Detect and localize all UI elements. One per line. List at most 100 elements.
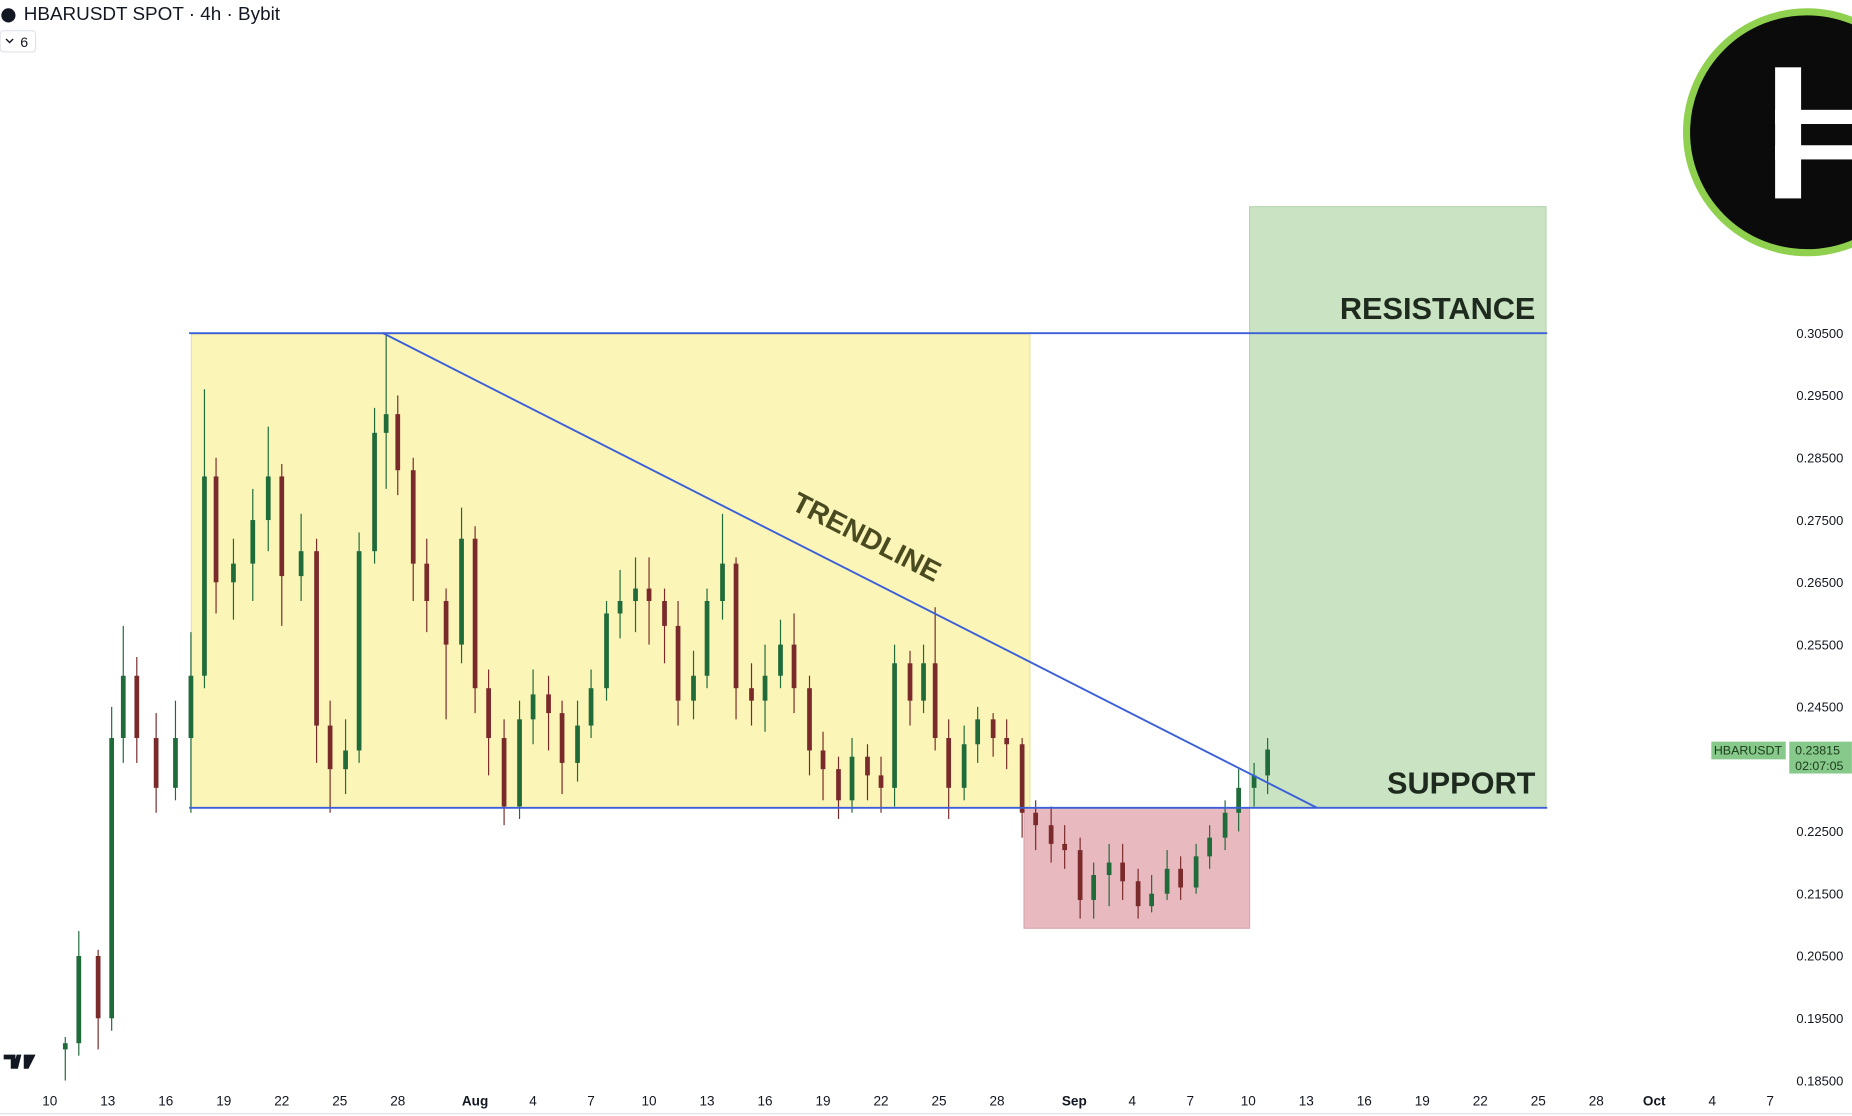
candle-body (530, 694, 536, 720)
candle-body (733, 563, 739, 689)
candle-body (410, 470, 416, 564)
y-tick-label: 0.24500 (1796, 700, 1843, 715)
x-tick-label: 13 (699, 1093, 714, 1108)
candle-body (575, 725, 580, 763)
x-tick-label: 7 (1187, 1093, 1195, 1108)
candle-body (1019, 744, 1025, 813)
candle-body (907, 663, 913, 701)
candle-body (762, 675, 768, 701)
candle-body (975, 719, 981, 745)
y-tick-label: 0.20500 (1796, 949, 1843, 964)
candle-body (675, 625, 681, 701)
indicator-toggle[interactable] (0, 30, 37, 53)
x-tick-label: 4 (1129, 1093, 1137, 1108)
candle-body (1062, 843, 1068, 851)
logo (1683, 8, 1852, 257)
x-tick-label: 10 (1241, 1093, 1257, 1108)
last-price-label: 0.23815 (1795, 744, 1840, 758)
candle-body (213, 476, 219, 583)
candle-body (1091, 875, 1097, 900)
price-tag: HBARUSDT 0.23815 02:07:05 (1711, 741, 1852, 774)
candle-body (76, 955, 82, 1044)
candle-body (1077, 850, 1083, 900)
candle-body (932, 663, 938, 739)
x-tick-label: 13 (100, 1093, 115, 1108)
candle-body (109, 738, 115, 1019)
y-tick-label: 0.18500 (1796, 1073, 1843, 1088)
candle-body (517, 719, 522, 807)
candle-body (546, 694, 551, 714)
candles (62, 333, 1270, 1081)
candle-body (1149, 893, 1155, 907)
candle-body (395, 414, 401, 471)
drawings (190, 206, 1547, 929)
logo-bar (1775, 67, 1802, 199)
x-tick-label: 16 (757, 1093, 772, 1108)
y-tick-label: 0.26500 (1796, 575, 1843, 590)
indicator-count: 6 (20, 35, 28, 51)
lines: RESISTANCE SUPPORT (189, 291, 1548, 809)
last-price-tag (1789, 741, 1852, 774)
x-tick-label: 10 (642, 1093, 658, 1108)
candle-body (1135, 881, 1141, 907)
candle-body (749, 688, 754, 701)
candle-body (173, 738, 178, 788)
x-tick-label: 25 (931, 1093, 946, 1108)
candle-body (720, 563, 725, 602)
candle-body (791, 644, 797, 689)
candle-body (314, 551, 319, 726)
candle-body (1236, 787, 1241, 813)
x-tick-label: 16 (1357, 1093, 1372, 1108)
x-tick-label: 10 (42, 1093, 58, 1108)
candle-body (298, 551, 304, 577)
y-tick-label: 0.25500 (1796, 637, 1843, 652)
candle-body (153, 738, 159, 788)
candle-body (383, 414, 389, 433)
candle-body (836, 769, 841, 801)
chevron (5, 38, 14, 44)
y-tick-label: 0.30500 (1796, 326, 1843, 341)
candle-body (1193, 856, 1199, 888)
candle-body (1222, 812, 1228, 838)
candle-body (356, 551, 362, 751)
candle-body (486, 688, 491, 739)
x-tick-label: 25 (332, 1093, 347, 1108)
candle-body (617, 601, 623, 614)
x-tick-label: 16 (158, 1093, 173, 1108)
trendline (382, 332, 1318, 809)
x-tick-label: 28 (989, 1093, 1004, 1108)
candle-body (472, 538, 478, 689)
candle-body (120, 675, 126, 739)
x-tick-label: 19 (815, 1093, 830, 1108)
candle-body (134, 675, 140, 739)
axes: 0.18500 0.19500 0.20500 0.21500 0.22500 0.245… (0, 326, 1852, 1115)
candle-body (604, 613, 609, 689)
x-tick-label: 13 (1299, 1093, 1314, 1108)
candle-body (778, 644, 783, 676)
candle-body (921, 663, 926, 701)
x-tick-label: 22 (873, 1093, 888, 1108)
candle-body (849, 756, 855, 801)
x-tick-label: 7 (1766, 1093, 1774, 1108)
candle-body (343, 750, 348, 770)
dip-box (1023, 807, 1251, 929)
symbol-tag (1711, 741, 1786, 760)
level-label: RESISTANCE (1340, 291, 1536, 326)
y-tick-label: 0.28500 (1796, 450, 1843, 465)
target-box (1248, 206, 1547, 809)
y-tick-label: 0.21500 (1796, 886, 1843, 901)
x-tick-label: 4 (1708, 1093, 1716, 1108)
candle-body (250, 520, 256, 564)
candle-body (807, 688, 812, 751)
candle-body (202, 476, 207, 676)
candle-body (443, 601, 449, 645)
candle-body (646, 588, 652, 602)
candle-body (1265, 749, 1270, 776)
y-tick-label: 0.27500 (1796, 513, 1843, 528)
y-tick-label: 0.19500 (1796, 1011, 1843, 1026)
candle-body (633, 588, 638, 602)
x-tick-label: 19 (1415, 1093, 1430, 1108)
candle-body (588, 688, 594, 726)
y-tick-label: 0.22500 (1796, 824, 1843, 839)
logo-bar (1775, 145, 1852, 160)
